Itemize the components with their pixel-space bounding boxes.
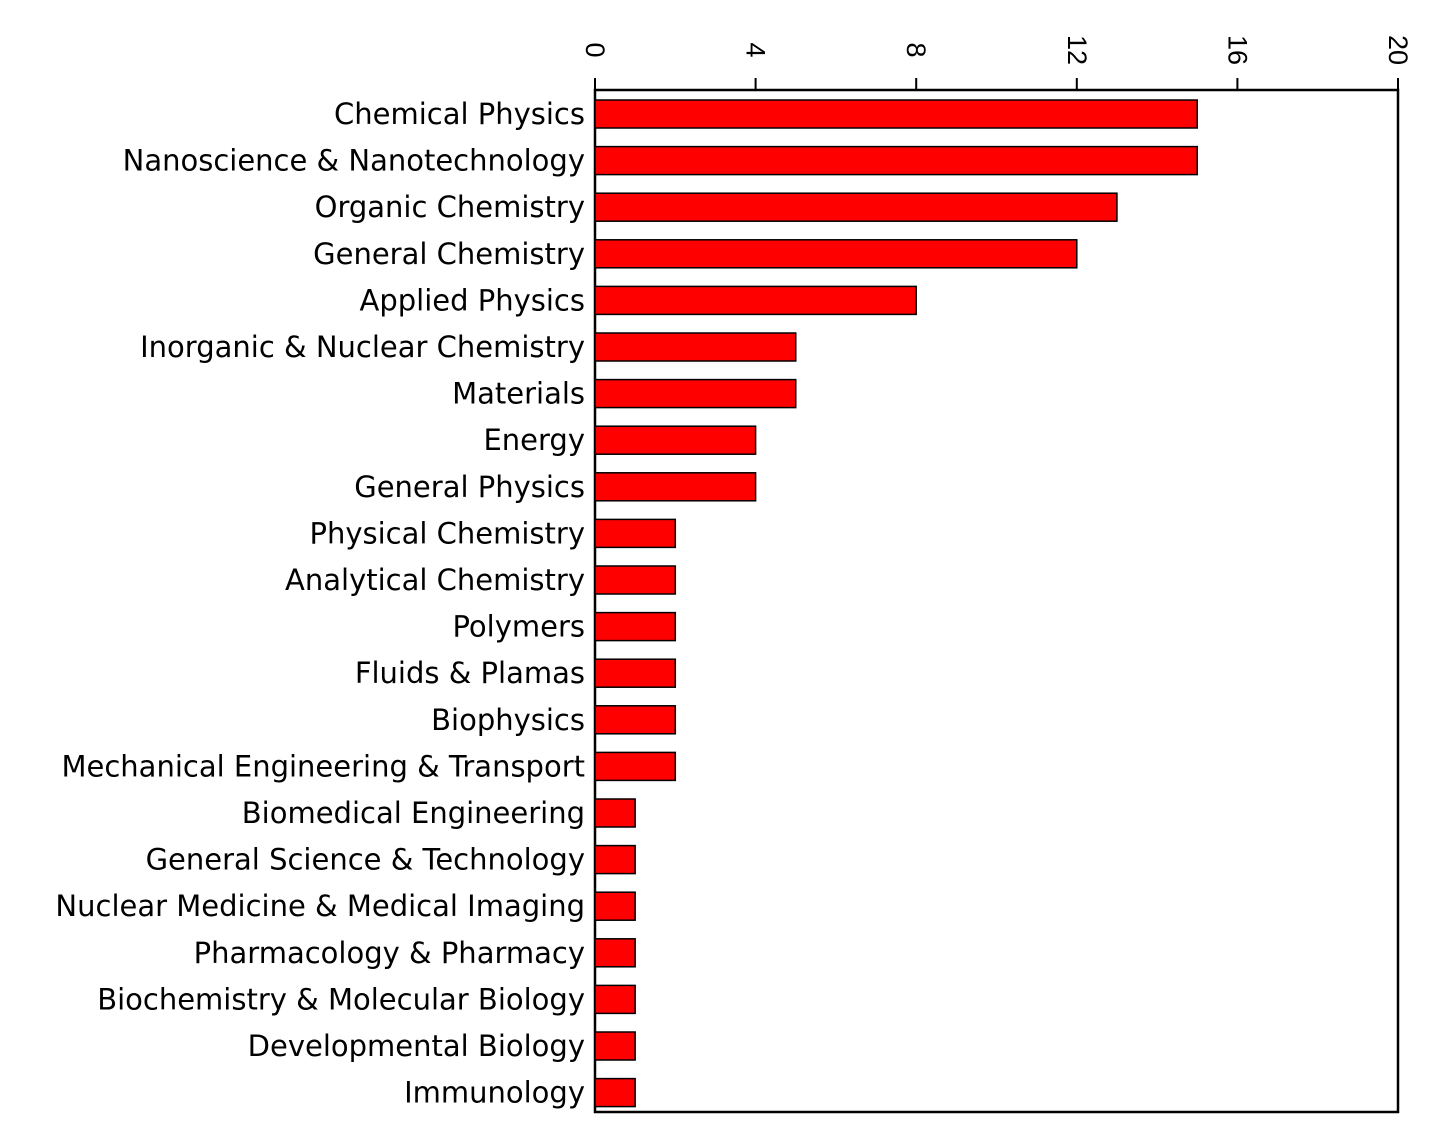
tick-label: 16 xyxy=(1222,35,1252,65)
category-label: Energy xyxy=(483,423,585,457)
category-label: Chemical Physics xyxy=(334,97,585,131)
bar xyxy=(594,984,636,1015)
bar xyxy=(594,565,677,595)
category-label: Developmental Biology xyxy=(248,1029,585,1063)
bar xyxy=(594,145,1198,176)
category-label: Biophysics xyxy=(431,703,585,737)
category-label: Mechanical Engineering & Transport xyxy=(61,749,585,783)
bar xyxy=(594,938,636,968)
category-label: Organic Chemistry xyxy=(315,190,585,224)
tick-label: 4 xyxy=(741,42,771,57)
category-label: Polymers xyxy=(452,610,585,644)
bar xyxy=(594,705,677,735)
category-label: Analytical Chemistry xyxy=(285,563,585,597)
bar xyxy=(594,518,677,549)
axis-ticks: 0 4 8 12 16 20 xyxy=(580,35,1413,90)
bar xyxy=(594,798,636,828)
category-label: Physical Chemistry xyxy=(309,516,585,550)
category-label: Fluids & Plamas xyxy=(355,656,585,690)
category-label: Nanoscience & Nanotechnology xyxy=(123,144,585,178)
bar xyxy=(594,332,797,362)
bar xyxy=(594,99,1198,129)
bar xyxy=(594,611,677,642)
category-label: General Science & Technology xyxy=(146,843,585,877)
tick-label: 12 xyxy=(1062,35,1092,65)
category-label: General Chemistry xyxy=(313,237,585,271)
category-label: Inorganic & Nuclear Chemistry xyxy=(140,330,585,364)
bar xyxy=(594,1031,636,1061)
category-label: Biomedical Engineering xyxy=(242,796,585,830)
bar xyxy=(594,751,677,782)
bar xyxy=(594,285,917,316)
tick-label: 0 xyxy=(580,42,610,57)
bar xyxy=(594,378,797,409)
category-label: General Physics xyxy=(354,470,585,504)
bar xyxy=(594,658,677,688)
category-label: Immunology xyxy=(404,1076,585,1110)
category-label: Biochemistry & Molecular Biology xyxy=(97,982,585,1016)
category-labels: Chemical Physics Nanoscience & Nanotechno… xyxy=(55,97,585,1110)
bar xyxy=(594,844,636,875)
tick-label: 8 xyxy=(901,42,931,57)
category-label: Materials xyxy=(452,377,585,411)
plot-border xyxy=(593,88,1400,1114)
bar xyxy=(594,891,636,921)
category-label: Nuclear Medicine & Medical Imaging xyxy=(55,889,585,923)
category-label: Pharmacology & Pharmacy xyxy=(194,936,585,970)
plot-frame xyxy=(593,88,1400,1114)
bars xyxy=(594,99,1198,1108)
bar xyxy=(594,425,757,455)
category-label: Applied Physics xyxy=(360,283,586,317)
bar xyxy=(594,239,1078,269)
bar xyxy=(594,192,1118,222)
bar xyxy=(594,472,757,502)
tick-label: 20 xyxy=(1383,35,1413,65)
bar xyxy=(594,1077,636,1108)
